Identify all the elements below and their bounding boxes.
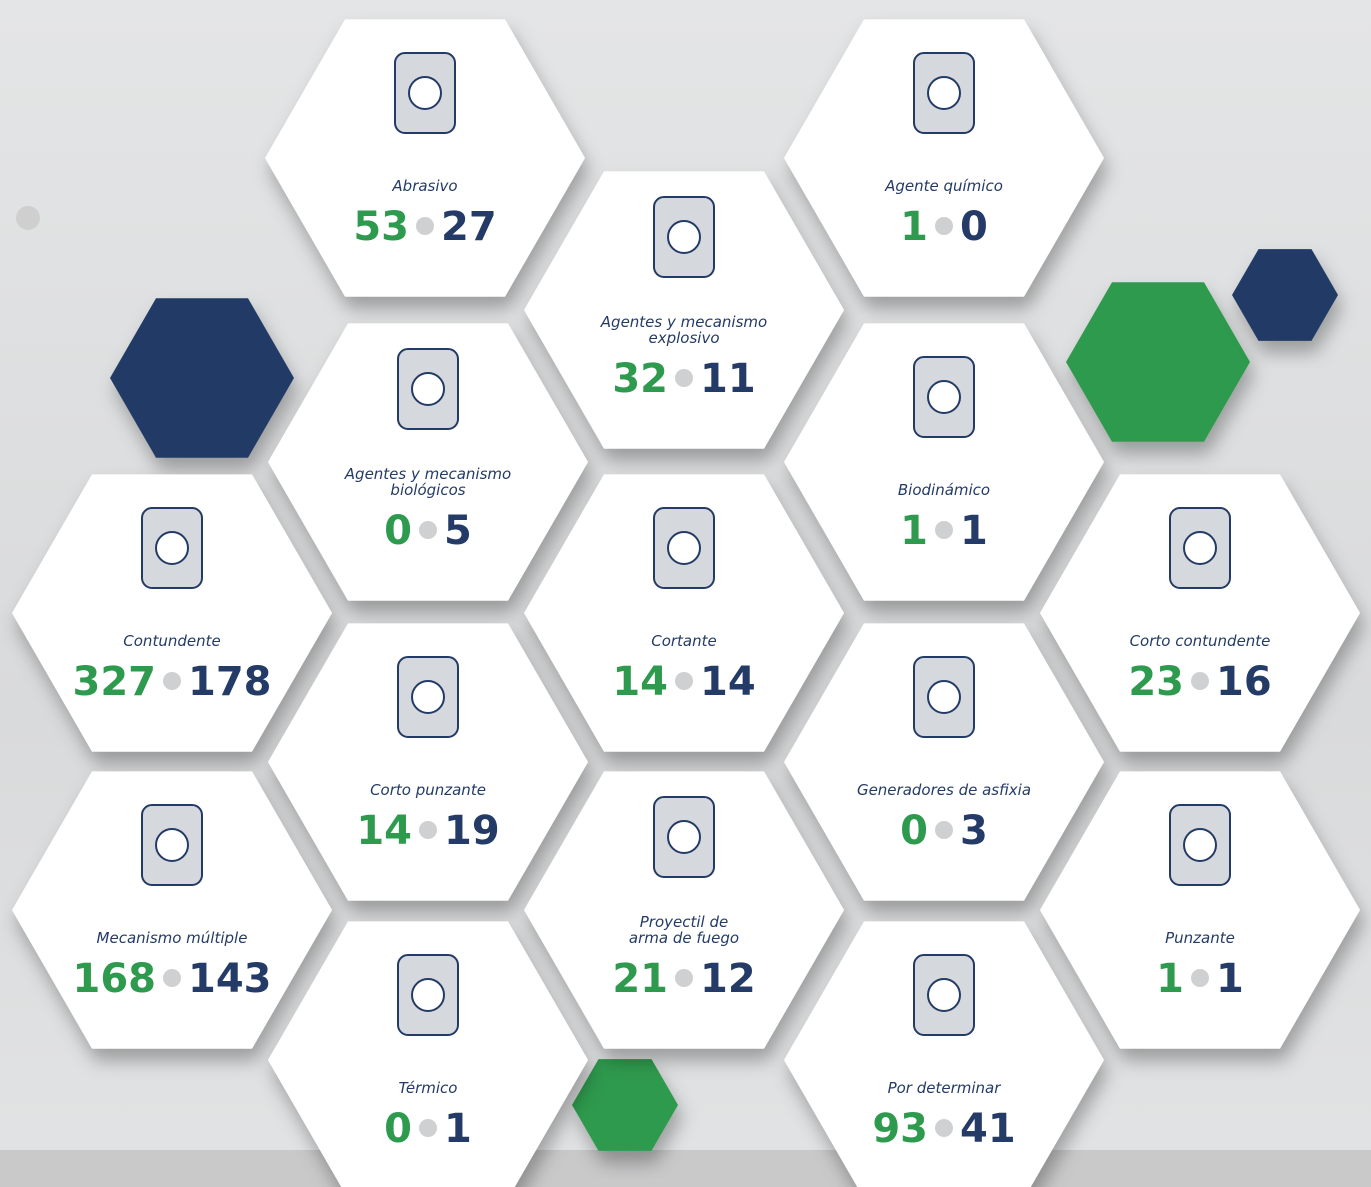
separator-dot	[419, 521, 437, 539]
icon	[654, 797, 714, 877]
icon-detail	[156, 532, 188, 564]
separator-dot	[935, 1119, 953, 1137]
separator-dot	[935, 821, 953, 839]
icon-detail	[668, 821, 700, 853]
icon	[1170, 508, 1230, 588]
green-value: 0	[384, 508, 412, 554]
hex-label: Punzante	[1165, 929, 1235, 947]
separator-dot	[1191, 672, 1209, 690]
icon	[914, 657, 974, 737]
separator-dot	[675, 672, 693, 690]
separator-dot	[163, 672, 181, 690]
blue-value: 143	[188, 956, 272, 1002]
hex-label: Cortante	[651, 632, 717, 650]
icon	[1170, 805, 1230, 885]
separator-dot	[163, 969, 181, 987]
separator-dot	[935, 521, 953, 539]
green-value: 53	[353, 204, 409, 250]
hex-label: Biodinámico	[898, 481, 990, 499]
icon	[914, 955, 974, 1035]
green-value: 21	[612, 956, 668, 1002]
green-value: 1	[1156, 956, 1184, 1002]
hex-label: Generadores de asfixia	[857, 781, 1031, 799]
separator-dot	[1191, 969, 1209, 987]
icon-detail	[412, 373, 444, 405]
icon-detail	[1184, 532, 1216, 564]
icon-detail	[928, 381, 960, 413]
infographic: Abrasivo5327Agente químico10Agentes y me…	[0, 0, 1371, 1187]
blue-value: 178	[188, 659, 272, 705]
green-value: 14	[612, 659, 668, 705]
blue-value: 41	[960, 1106, 1016, 1152]
icon-detail	[412, 681, 444, 713]
hex-label: Corto punzante	[370, 781, 486, 799]
icon-detail	[668, 532, 700, 564]
icon-detail	[412, 979, 444, 1011]
bottom-band	[0, 1150, 1371, 1187]
icon	[142, 508, 202, 588]
blue-value: 1	[960, 508, 988, 554]
blue-value: 5	[444, 508, 472, 554]
separator-dot	[935, 217, 953, 235]
blue-value: 27	[441, 204, 497, 250]
hex-label: Por determinar	[888, 1079, 1002, 1097]
blue-value: 12	[700, 956, 756, 1002]
icon-detail	[928, 979, 960, 1011]
separator-dot	[419, 821, 437, 839]
icon-detail	[156, 829, 188, 861]
blue-value: 1	[1216, 956, 1244, 1002]
hex-label: Mecanismo múltiple	[97, 929, 248, 947]
separator-dot	[675, 369, 693, 387]
green-value: 168	[73, 956, 157, 1002]
icon	[398, 657, 458, 737]
icon-detail	[409, 77, 441, 109]
blue-value: 16	[1216, 659, 1272, 705]
green-value: 0	[900, 808, 928, 854]
hex-label: Agente químico	[884, 177, 1003, 195]
green-value: 1	[900, 508, 928, 554]
decor-dot	[16, 206, 40, 230]
hex-label: biológicos	[390, 481, 465, 499]
icon	[395, 53, 455, 133]
icon-detail	[928, 77, 960, 109]
icon	[914, 357, 974, 437]
green-value: 327	[73, 659, 157, 705]
green-value: 93	[872, 1106, 928, 1152]
blue-value: 11	[700, 356, 756, 402]
icon-detail	[1184, 829, 1216, 861]
separator-dot	[675, 969, 693, 987]
blue-value: 14	[700, 659, 756, 705]
hex-label: Corto contundente	[1130, 632, 1271, 650]
green-value: 23	[1128, 659, 1184, 705]
separator-dot	[419, 1119, 437, 1137]
icon	[398, 349, 458, 429]
hex-label: Contundente	[123, 632, 220, 650]
hex-label: explosivo	[648, 329, 719, 347]
icon-detail	[928, 681, 960, 713]
blue-value: 3	[960, 808, 988, 854]
hex-label: Abrasivo	[391, 177, 457, 195]
blue-value: 1	[444, 1106, 472, 1152]
green-value: 0	[384, 1106, 412, 1152]
hex-label: arma de fuego	[629, 929, 739, 947]
icon	[914, 53, 974, 133]
green-value: 32	[612, 356, 668, 402]
icon	[654, 508, 714, 588]
icon	[654, 197, 714, 277]
green-value: 14	[356, 808, 412, 854]
icon	[142, 805, 202, 885]
icon-detail	[668, 221, 700, 253]
blue-value: 19	[444, 808, 500, 854]
separator-dot	[416, 217, 434, 235]
icon	[398, 955, 458, 1035]
blue-value: 0	[960, 204, 988, 250]
hex-label: Térmico	[399, 1079, 458, 1097]
green-value: 1	[900, 204, 928, 250]
